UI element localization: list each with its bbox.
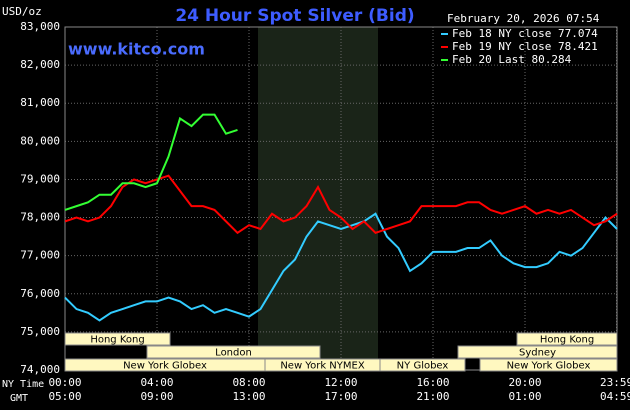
gmt-tick-label: 04:59: [600, 390, 630, 403]
x-tick-label: 00:00: [48, 376, 81, 389]
y-tick-label: 76,000: [20, 287, 60, 300]
session-label: New York NYMEX: [280, 361, 365, 372]
session-label: New York Globex: [507, 361, 591, 372]
legend-label: Feb 19 NY close 78.421: [452, 40, 598, 53]
y-tick-label: 74,000: [20, 363, 60, 376]
session-bar: [64, 332, 171, 346]
gmt-tick-label: 01:00: [508, 390, 541, 403]
x-tick-label: 08:00: [232, 376, 265, 389]
x-tick-label: 23:59: [600, 376, 630, 389]
series-line: [64, 212, 618, 322]
x-tick-label: 16:00: [416, 376, 449, 389]
gmt-tick-label: 21:00: [416, 390, 449, 403]
series-line: [64, 174, 618, 235]
legend-label: Feb 20 Last 80.284: [452, 53, 572, 66]
y-tick-label: 75,000: [20, 325, 60, 338]
y-tick-label: 83,000: [20, 20, 60, 33]
x-row-label: NY Time: [2, 379, 44, 390]
gmt-tick-label: 17:00: [324, 390, 357, 403]
x-tick-label: 20:00: [508, 376, 541, 389]
timestamp: February 20, 2026 07:54: [447, 12, 600, 25]
x-tick-label: 04:00: [140, 376, 173, 389]
session-label: Hong Kong: [540, 335, 594, 346]
y-tick-label: 82,000: [20, 58, 60, 71]
session-bar: [146, 345, 321, 359]
chart-title: 24 Hour Spot Silver (Bid): [175, 6, 414, 26]
gmt-tick-label: 05:00: [48, 390, 81, 403]
series-line: [64, 113, 238, 211]
gmt-tick-label: 13:00: [232, 390, 265, 403]
unit-label: USD/oz: [2, 5, 42, 18]
session-label: Hong Kong: [90, 335, 144, 346]
session-label: New York Globex: [123, 361, 207, 372]
y-tick-label: 78,000: [20, 211, 60, 224]
session-label: Sydney: [519, 348, 556, 359]
legend-label: Feb 18 NY close 77.074: [452, 27, 598, 40]
session-bar: [479, 358, 618, 372]
session-label: NY Globex: [397, 361, 449, 372]
session-label: London: [215, 348, 252, 359]
gmt-tick-label: 09:00: [140, 390, 173, 403]
site-label: www.kitco.com: [68, 40, 205, 59]
x-row-label: GMT: [10, 393, 28, 404]
y-tick-label: 80,000: [20, 134, 60, 147]
session-shade: [258, 27, 378, 370]
y-tick-label: 77,000: [20, 249, 60, 262]
session-bar: [457, 345, 618, 359]
x-tick-label: 12:00: [324, 376, 357, 389]
y-tick-label: 81,000: [20, 96, 60, 109]
session-bar: [379, 358, 466, 372]
session-bar: [516, 332, 618, 346]
y-tick-label: 79,000: [20, 172, 60, 185]
